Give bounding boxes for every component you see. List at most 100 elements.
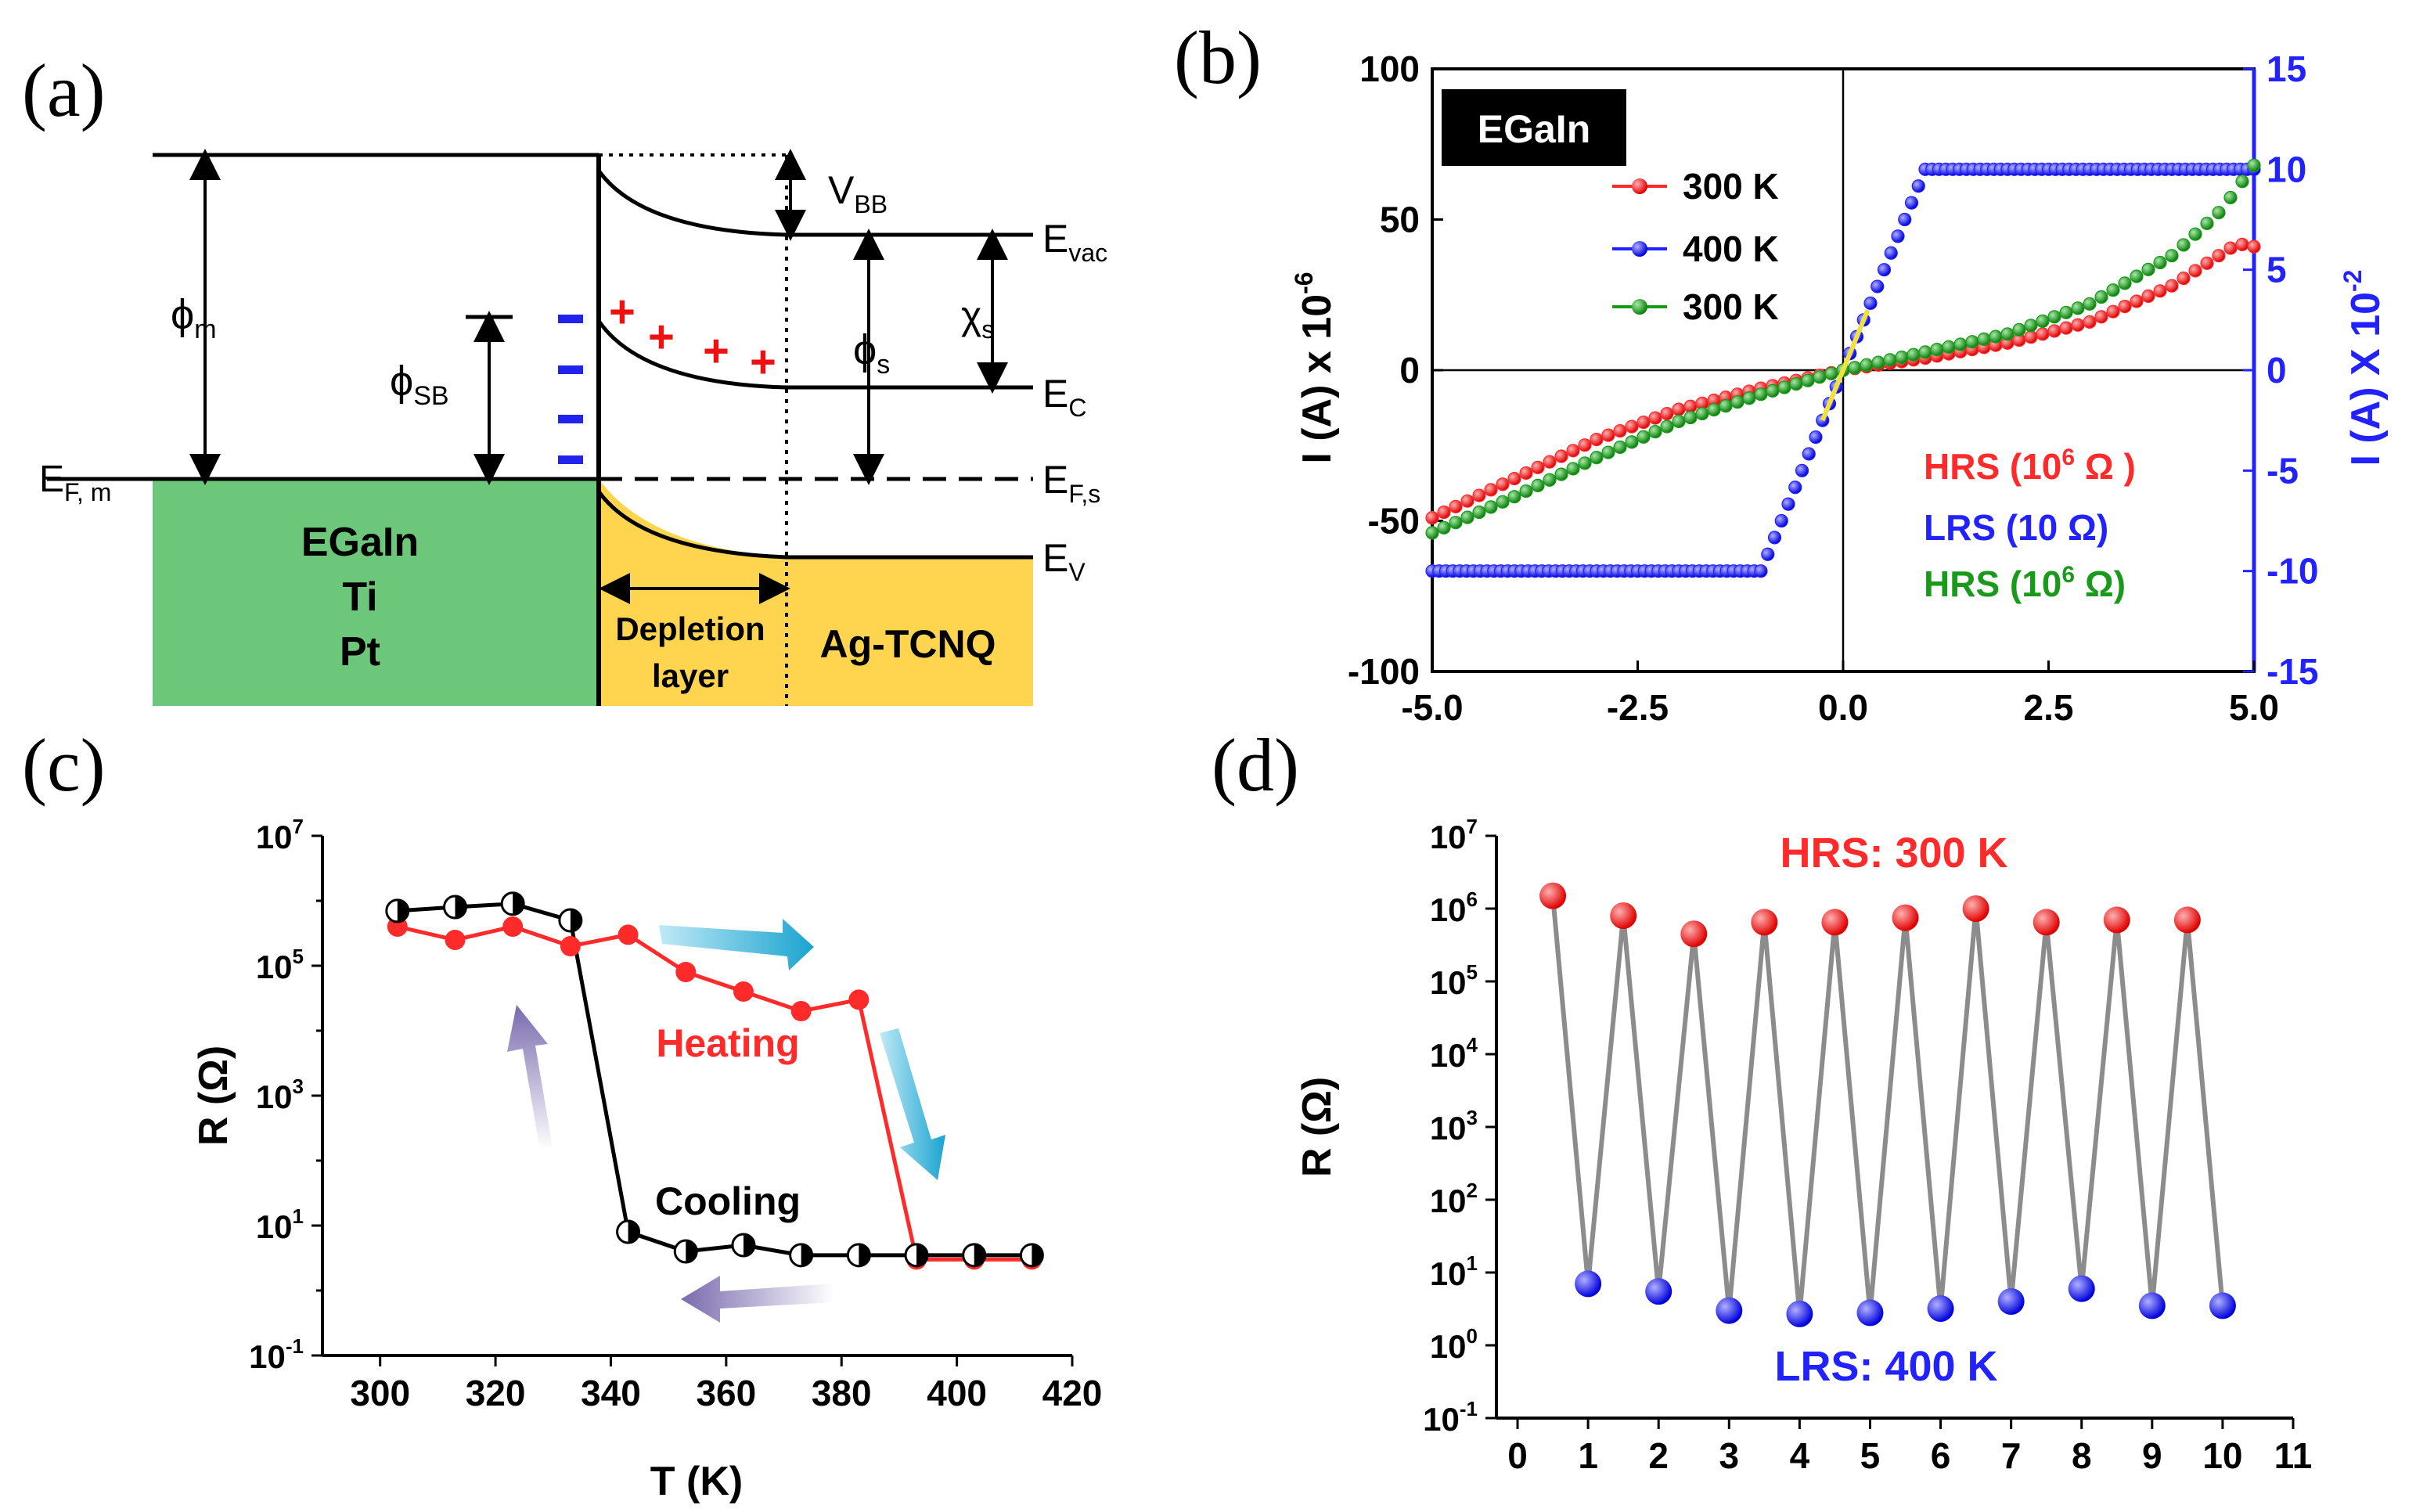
legend-label: 300 K [1683, 166, 1779, 207]
x-tick-label: 340 [581, 1373, 641, 1413]
data-point [1543, 473, 1557, 487]
x-tick-label: 11 [2274, 1435, 2313, 1476]
data-point [1824, 366, 1838, 380]
ec-band [596, 319, 1033, 390]
panel-label-b: (b) [1174, 16, 1262, 99]
data-point [1636, 430, 1651, 444]
svg-text:+: + [648, 311, 675, 362]
data-point [1871, 279, 1885, 293]
data-point [2024, 319, 2038, 333]
data-point [1683, 410, 1698, 425]
data-point [1625, 419, 1639, 434]
x-tick-label: 0 [1507, 1435, 1528, 1476]
cooling-point-half [686, 1240, 697, 1263]
data-point [1648, 425, 1662, 439]
hrs-point [2103, 906, 2130, 934]
data-point [2118, 276, 2132, 290]
svg-text:+: + [609, 286, 636, 337]
y-tick-label-left: 50 [1380, 200, 1420, 240]
data-point [1496, 495, 1510, 509]
data-point [2094, 290, 2108, 304]
data-point [1895, 350, 1909, 365]
heating-point [675, 962, 697, 983]
cooling-point-half [1032, 1244, 1043, 1266]
y-axis-title: R (Ω) [1294, 1077, 1340, 1177]
hrs-point [2033, 909, 2060, 936]
depletion-region [599, 479, 1033, 706]
data-point [1788, 481, 1802, 495]
cooling-label: Cooling [655, 1179, 801, 1223]
data-point [1496, 477, 1510, 491]
x-tick-label: 3 [1719, 1435, 1739, 1476]
data-point [2141, 289, 2155, 303]
negative-charges [558, 315, 583, 464]
y-tick-label: 102 [1430, 1179, 1478, 1219]
lrs-point [1716, 1297, 1743, 1324]
data-point [1911, 179, 1925, 193]
legend-label: 400 K [1683, 229, 1779, 269]
ev-label: EV [1042, 536, 1086, 586]
resistance-annotation: HRS (106 Ω ) [1924, 445, 2136, 487]
y-axis-title: R (Ω) [191, 1046, 236, 1146]
x-tick-label: -2.5 [1607, 687, 1669, 728]
cooling-point [500, 891, 525, 916]
phi-s-label: ϕs [853, 326, 890, 380]
cooling-point-half [455, 896, 466, 919]
y-tick-label-left: 0 [1399, 350, 1420, 391]
lrs-point [2209, 1292, 2236, 1319]
y-tick-label-left: -50 [1368, 501, 1420, 542]
data-point [1425, 511, 1439, 525]
y-tick-label: 105 [256, 945, 304, 985]
hrs-point [1821, 909, 1849, 936]
data-point [2036, 327, 2050, 341]
data-point [2247, 158, 2261, 172]
y-tick-label: 103 [256, 1075, 304, 1115]
data-point [1578, 438, 1592, 452]
data-point [1566, 444, 1580, 458]
cooling-point-half [743, 1233, 754, 1256]
data-point [2083, 297, 2097, 311]
data-point [2223, 190, 2238, 205]
data-point [1930, 343, 1944, 357]
data-point [1472, 488, 1486, 502]
data-point [2000, 327, 2015, 341]
y-tick-label-right: 5 [2267, 250, 2287, 290]
data-point [1578, 456, 1592, 470]
panel-label-a: (a) [22, 49, 106, 132]
heating-label: Heating [656, 1021, 799, 1065]
cooling-point [962, 1243, 987, 1268]
data-point [2235, 237, 2249, 251]
data-point [2071, 318, 2085, 332]
x-tick-label: 2.5 [2024, 687, 2074, 728]
y-axis-title-left: I (A) x 10-6 [1290, 272, 1340, 463]
y-tick-label-right: -5 [2267, 450, 2299, 491]
data-point [1795, 463, 1809, 477]
y-tick-label-right: 0 [2267, 350, 2287, 391]
series-2 [1425, 158, 2261, 540]
heating-point [502, 916, 524, 938]
x-tick-label: 6 [1931, 1435, 1951, 1476]
lrs-point [1856, 1299, 1884, 1327]
x-tick-label: 400 [927, 1373, 987, 1413]
x-tick-label: 360 [696, 1373, 756, 1413]
x-tick-label: 1 [1578, 1435, 1598, 1476]
data-point [2153, 284, 2167, 298]
data-point [1660, 419, 1674, 434]
data-point [1877, 263, 1892, 277]
data-point [2188, 227, 2202, 241]
y-axis-title-right-text: I (A) X 10-2 [2339, 270, 2389, 466]
data-point [2153, 255, 2167, 270]
data-point [1965, 335, 1979, 349]
data-point [2106, 283, 2120, 297]
heating-point [733, 981, 754, 1003]
data-point [1590, 451, 1604, 465]
data-point [1863, 296, 1878, 311]
cooling-arrow-up [507, 1005, 553, 1150]
y-tick-label: 104 [1430, 1033, 1478, 1074]
iv-chart: -5.0 -2.5 0.0 2.5 5.0100500-50-100151050-5-1… [1290, 49, 2389, 728]
metal-label-pt: Pt [340, 629, 380, 675]
depletion-label-1: Depletion [615, 610, 765, 647]
y-tick-label-right: -10 [2267, 551, 2318, 592]
lrs-label: LRS: 400 K [1774, 1343, 1997, 1390]
